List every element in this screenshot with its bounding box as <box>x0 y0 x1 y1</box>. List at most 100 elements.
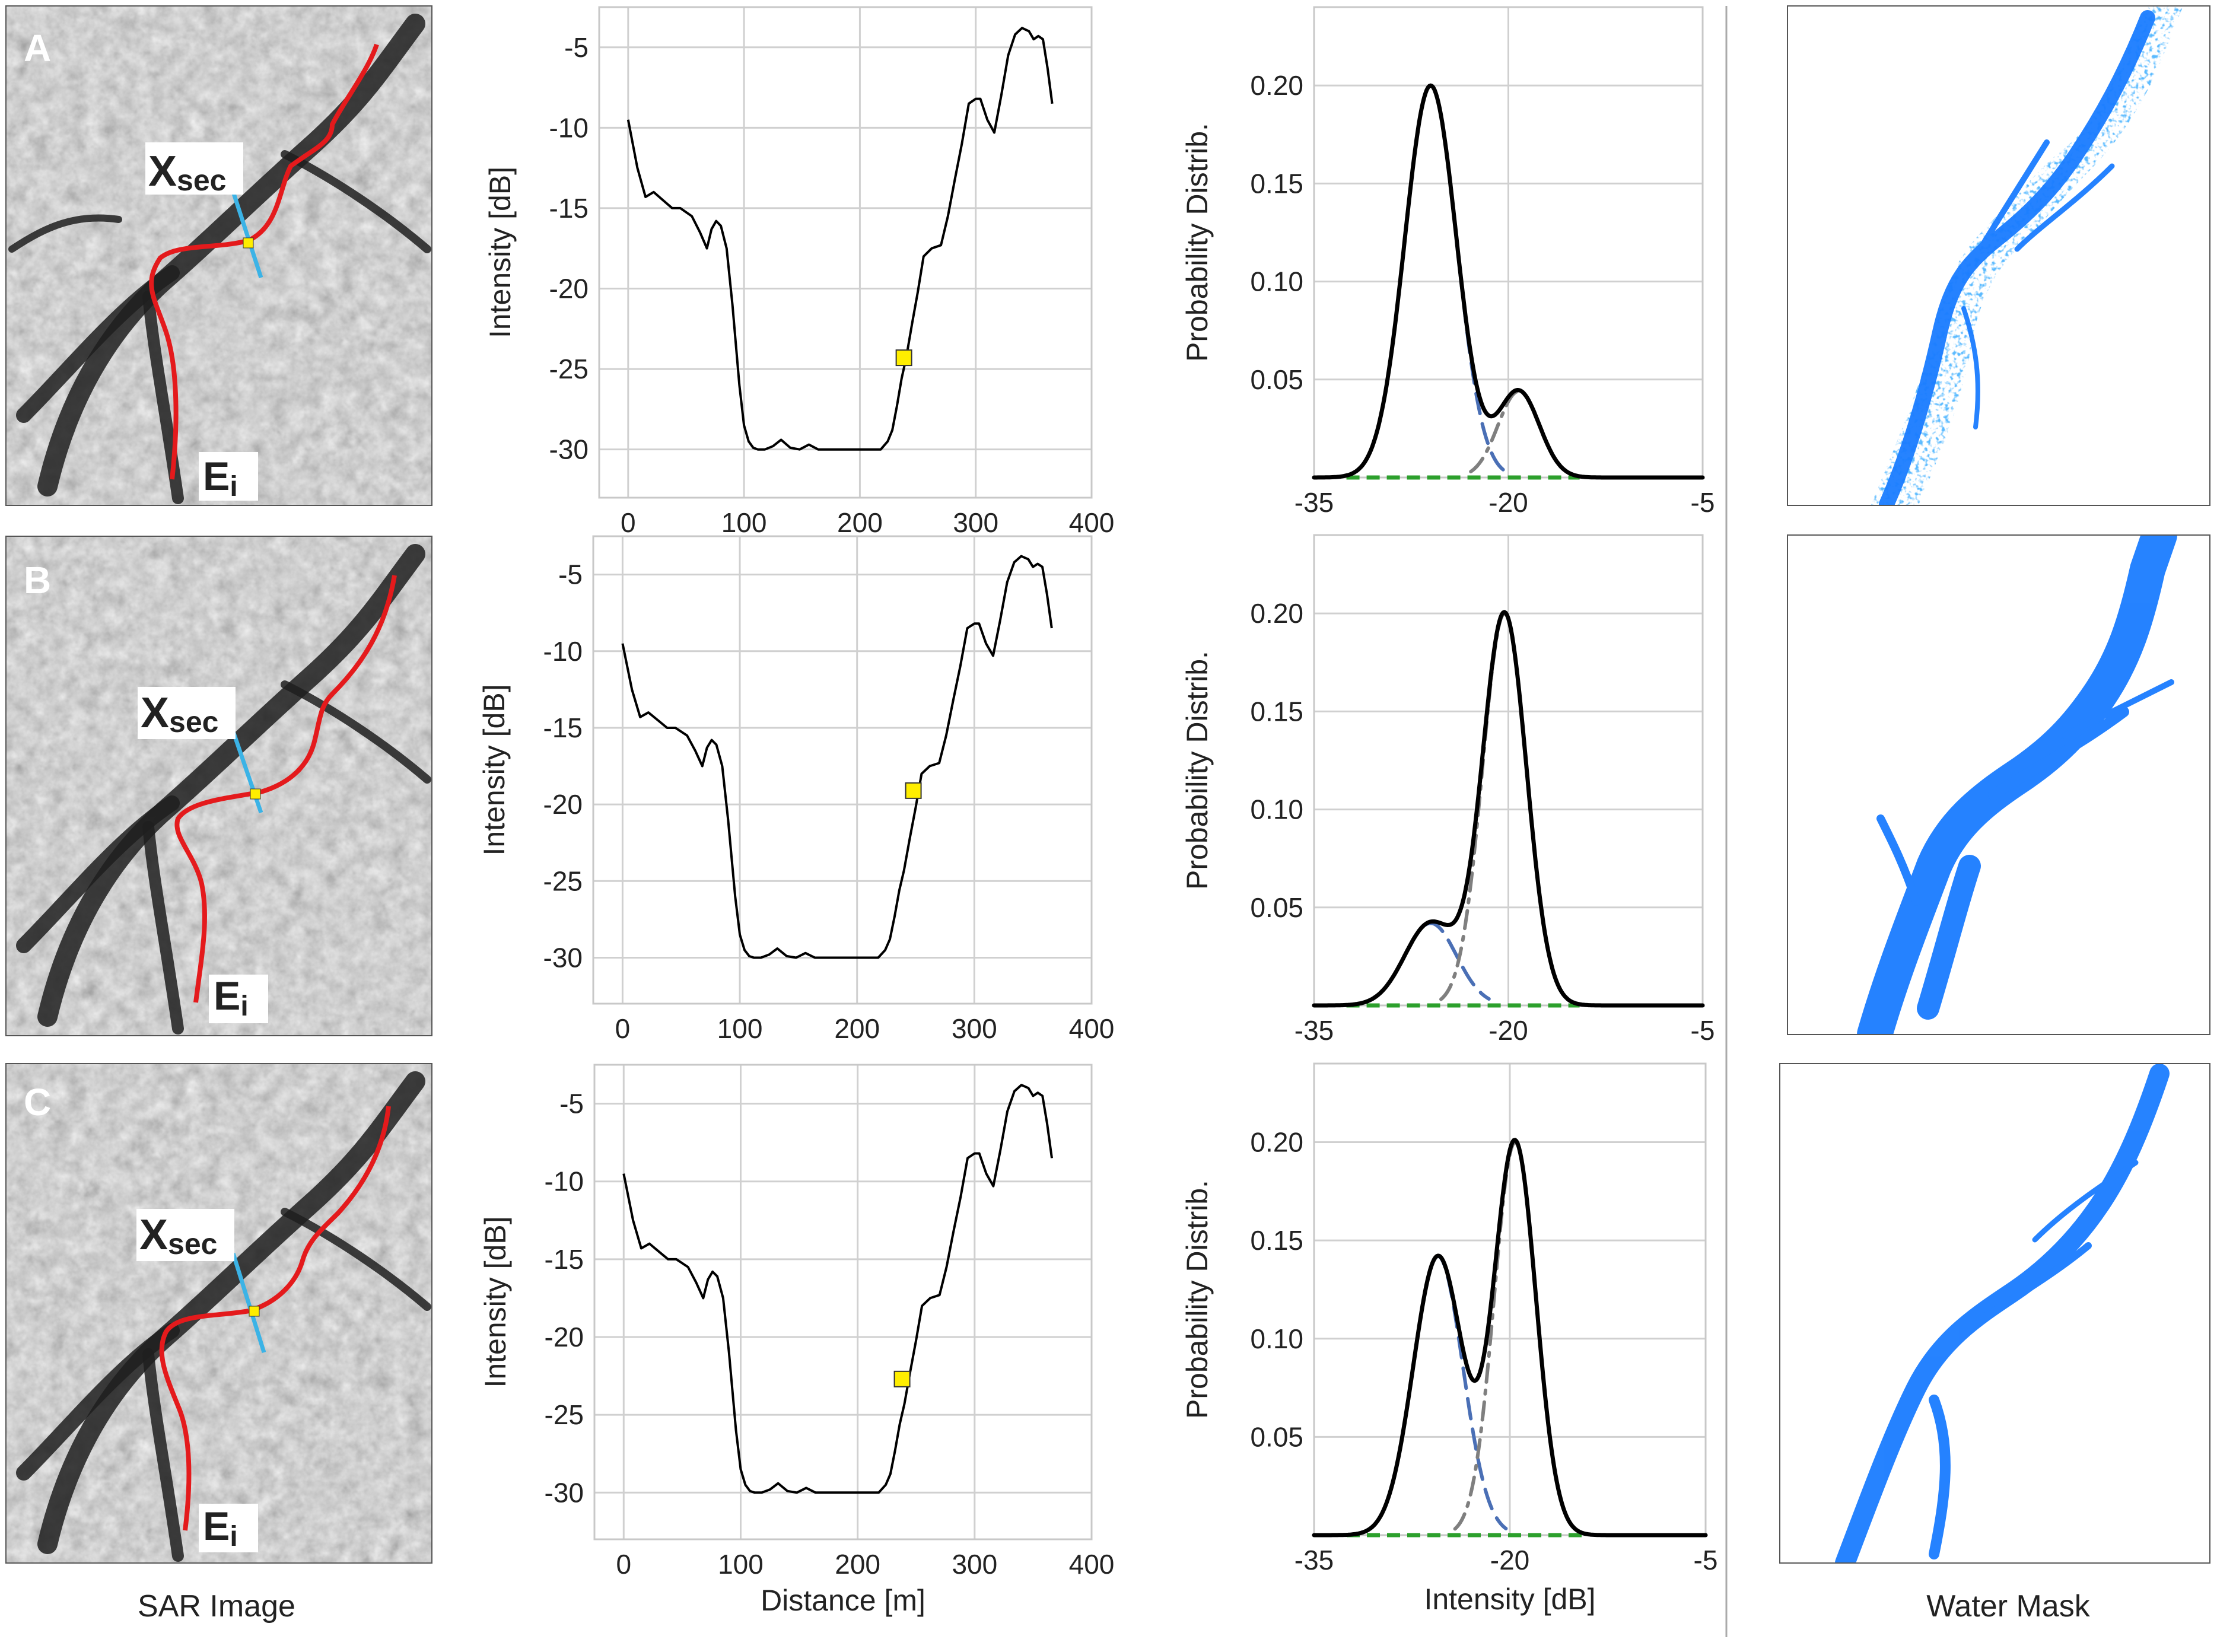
cross-section-a <box>230 189 263 279</box>
x-tick-label: 0 <box>621 507 636 538</box>
y-tick-label: -15 <box>549 193 589 224</box>
y-tick-label: 0.10 <box>1250 266 1303 297</box>
y-tick-label: 0.05 <box>1250 892 1303 923</box>
river-centerline-b <box>174 575 397 1003</box>
y-tick-label: -30 <box>549 434 589 465</box>
sar-column-title: SAR Image <box>138 1589 295 1624</box>
x-tick-label: -5 <box>1691 1015 1715 1046</box>
panel-letter-c: C <box>24 1081 51 1123</box>
pdf-curve-total <box>1312 610 1705 1008</box>
y-tick-label: -25 <box>543 865 583 896</box>
xsec-label-b: Xsec <box>141 689 218 739</box>
x-tick-label: 300 <box>952 1013 997 1044</box>
y-tick-label: -5 <box>564 32 589 63</box>
y-tick-label: 0.05 <box>1250 1421 1303 1452</box>
y-tick-label: 0.20 <box>1250 1127 1303 1158</box>
x-tick-label: -20 <box>1488 487 1528 518</box>
x-tick-label: 200 <box>835 1549 880 1580</box>
pdf-curve-water <box>1370 921 1491 1001</box>
x-tick-label: 0 <box>616 1549 631 1580</box>
y-tick-label: 0.15 <box>1250 168 1303 199</box>
y-tick-label: -5 <box>559 1088 584 1119</box>
x-tick-label: -5 <box>1691 487 1715 518</box>
y-tick-label: -5 <box>558 559 583 590</box>
x-tick-label: 400 <box>1069 507 1115 538</box>
mask-column-title: Water Mask <box>1926 1589 2090 1624</box>
plot-frame <box>598 6 1093 499</box>
y-tick-label: -25 <box>549 354 589 384</box>
probability-distribution-chart-c: -35 -20 -5 0.05 0.10 0.15 0.20 Probability Dist… <box>1181 1062 1718 1616</box>
cross-section-marker-b <box>250 788 261 800</box>
plot-frame <box>593 1064 1093 1540</box>
ei-label-c: Ei <box>203 1504 238 1552</box>
cross-section-point-marker <box>893 1370 911 1387</box>
pdf-curve-total <box>1312 83 1705 480</box>
x-tick-label: 100 <box>721 507 767 538</box>
cross-section-point-marker <box>895 349 912 367</box>
water-mask-b <box>1787 535 2210 1035</box>
river-centerline-a <box>149 43 379 480</box>
y-tick-label: -10 <box>543 636 583 667</box>
x-tick-label: -35 <box>1294 1545 1334 1575</box>
water-mask-a <box>1787 6 2210 505</box>
water-mask-c <box>1780 1064 2210 1563</box>
pdf-curve-land <box>1453 1140 1577 1531</box>
x-axis-title: Distance [m] <box>761 1584 925 1617</box>
sar-image-a <box>6 6 432 505</box>
intensity-profile-line <box>626 27 1054 451</box>
cross-section-marker-a <box>243 237 254 249</box>
y-tick-label: 0.20 <box>1250 598 1303 629</box>
x-tick-label: 100 <box>718 1549 764 1580</box>
x-tick-label: 300 <box>953 507 998 538</box>
plot-frame <box>592 535 1093 1005</box>
x-axis-title: Intensity [dB] <box>1424 1583 1595 1616</box>
y-axis-title: Intensity [dB] <box>479 1216 512 1387</box>
y-tick-label: -30 <box>543 942 583 973</box>
panel-letter-a: A <box>24 27 51 69</box>
y-tick-label: -15 <box>545 1244 584 1275</box>
y-axis-title: Probability Distrib. <box>1181 651 1214 890</box>
pdf-curve-land <box>1439 612 1570 1001</box>
panel-letter-b: B <box>24 559 51 601</box>
y-tick-label: -10 <box>549 112 589 143</box>
intensity-profile-chart-a: 0 100 200 300 400 -5 -10 -15 -20 -25 -30 Intensity … <box>484 6 1115 538</box>
y-tick-label: -30 <box>545 1477 584 1508</box>
y-tick-label: 0.10 <box>1250 1323 1303 1354</box>
cross-section-point-marker <box>905 782 922 799</box>
probability-distribution-chart-b: -35 -20 -5 0.05 0.10 0.15 0.20 Probability Dist… <box>1181 534 1715 1046</box>
y-axis-title: Probability Distrib. <box>1181 1180 1214 1419</box>
intensity-profile-chart-b: 0 100 200 300 400 -5 -10 -15 -20 -25 -30 Intensity … <box>478 535 1115 1044</box>
y-tick-label: -15 <box>543 712 583 743</box>
y-tick-label: -20 <box>549 273 589 304</box>
sar-image-b <box>6 536 432 1036</box>
x-tick-label: 0 <box>615 1013 631 1044</box>
y-tick-label: 0.05 <box>1250 364 1303 395</box>
x-tick-label: 400 <box>1069 1013 1115 1044</box>
y-axis-title: Intensity [dB] <box>478 684 511 855</box>
cross-section-c <box>231 1252 266 1354</box>
x-tick-label: -35 <box>1294 1015 1334 1046</box>
y-tick-label: 0.15 <box>1250 1225 1303 1256</box>
y-tick-label: 0.20 <box>1250 70 1303 101</box>
ei-label-b: Ei <box>214 973 249 1022</box>
x-tick-label: 400 <box>1069 1549 1115 1580</box>
ei-label-a: Ei <box>203 454 238 502</box>
x-tick-label: -35 <box>1294 487 1334 518</box>
pdf-curve-total <box>1312 1138 1708 1538</box>
probability-distribution-chart-a: -35 -20 -5 0.05 0.10 0.15 0.20 Probability Dist… <box>1181 6 1715 518</box>
y-tick-label: -25 <box>545 1399 584 1430</box>
y-tick-label: 0.15 <box>1250 696 1303 727</box>
pdf-curve-water <box>1355 84 1506 473</box>
x-tick-label: 100 <box>717 1013 763 1044</box>
x-tick-label: -20 <box>1490 1545 1529 1575</box>
intensity-profile-chart-c: 0 100 200 300 400 -5 -10 -15 -20 -25 -30 Intensity … <box>479 1064 1115 1617</box>
intensity-profile-line <box>621 555 1053 959</box>
xsec-label-c: Xsec <box>139 1211 217 1261</box>
y-tick-label: -20 <box>545 1322 584 1352</box>
x-tick-label: 200 <box>834 1013 880 1044</box>
cross-section-marker-c <box>249 1306 260 1317</box>
y-tick-label: -10 <box>545 1166 584 1197</box>
x-tick-label: -20 <box>1488 1015 1528 1046</box>
x-tick-label: -5 <box>1694 1545 1718 1575</box>
